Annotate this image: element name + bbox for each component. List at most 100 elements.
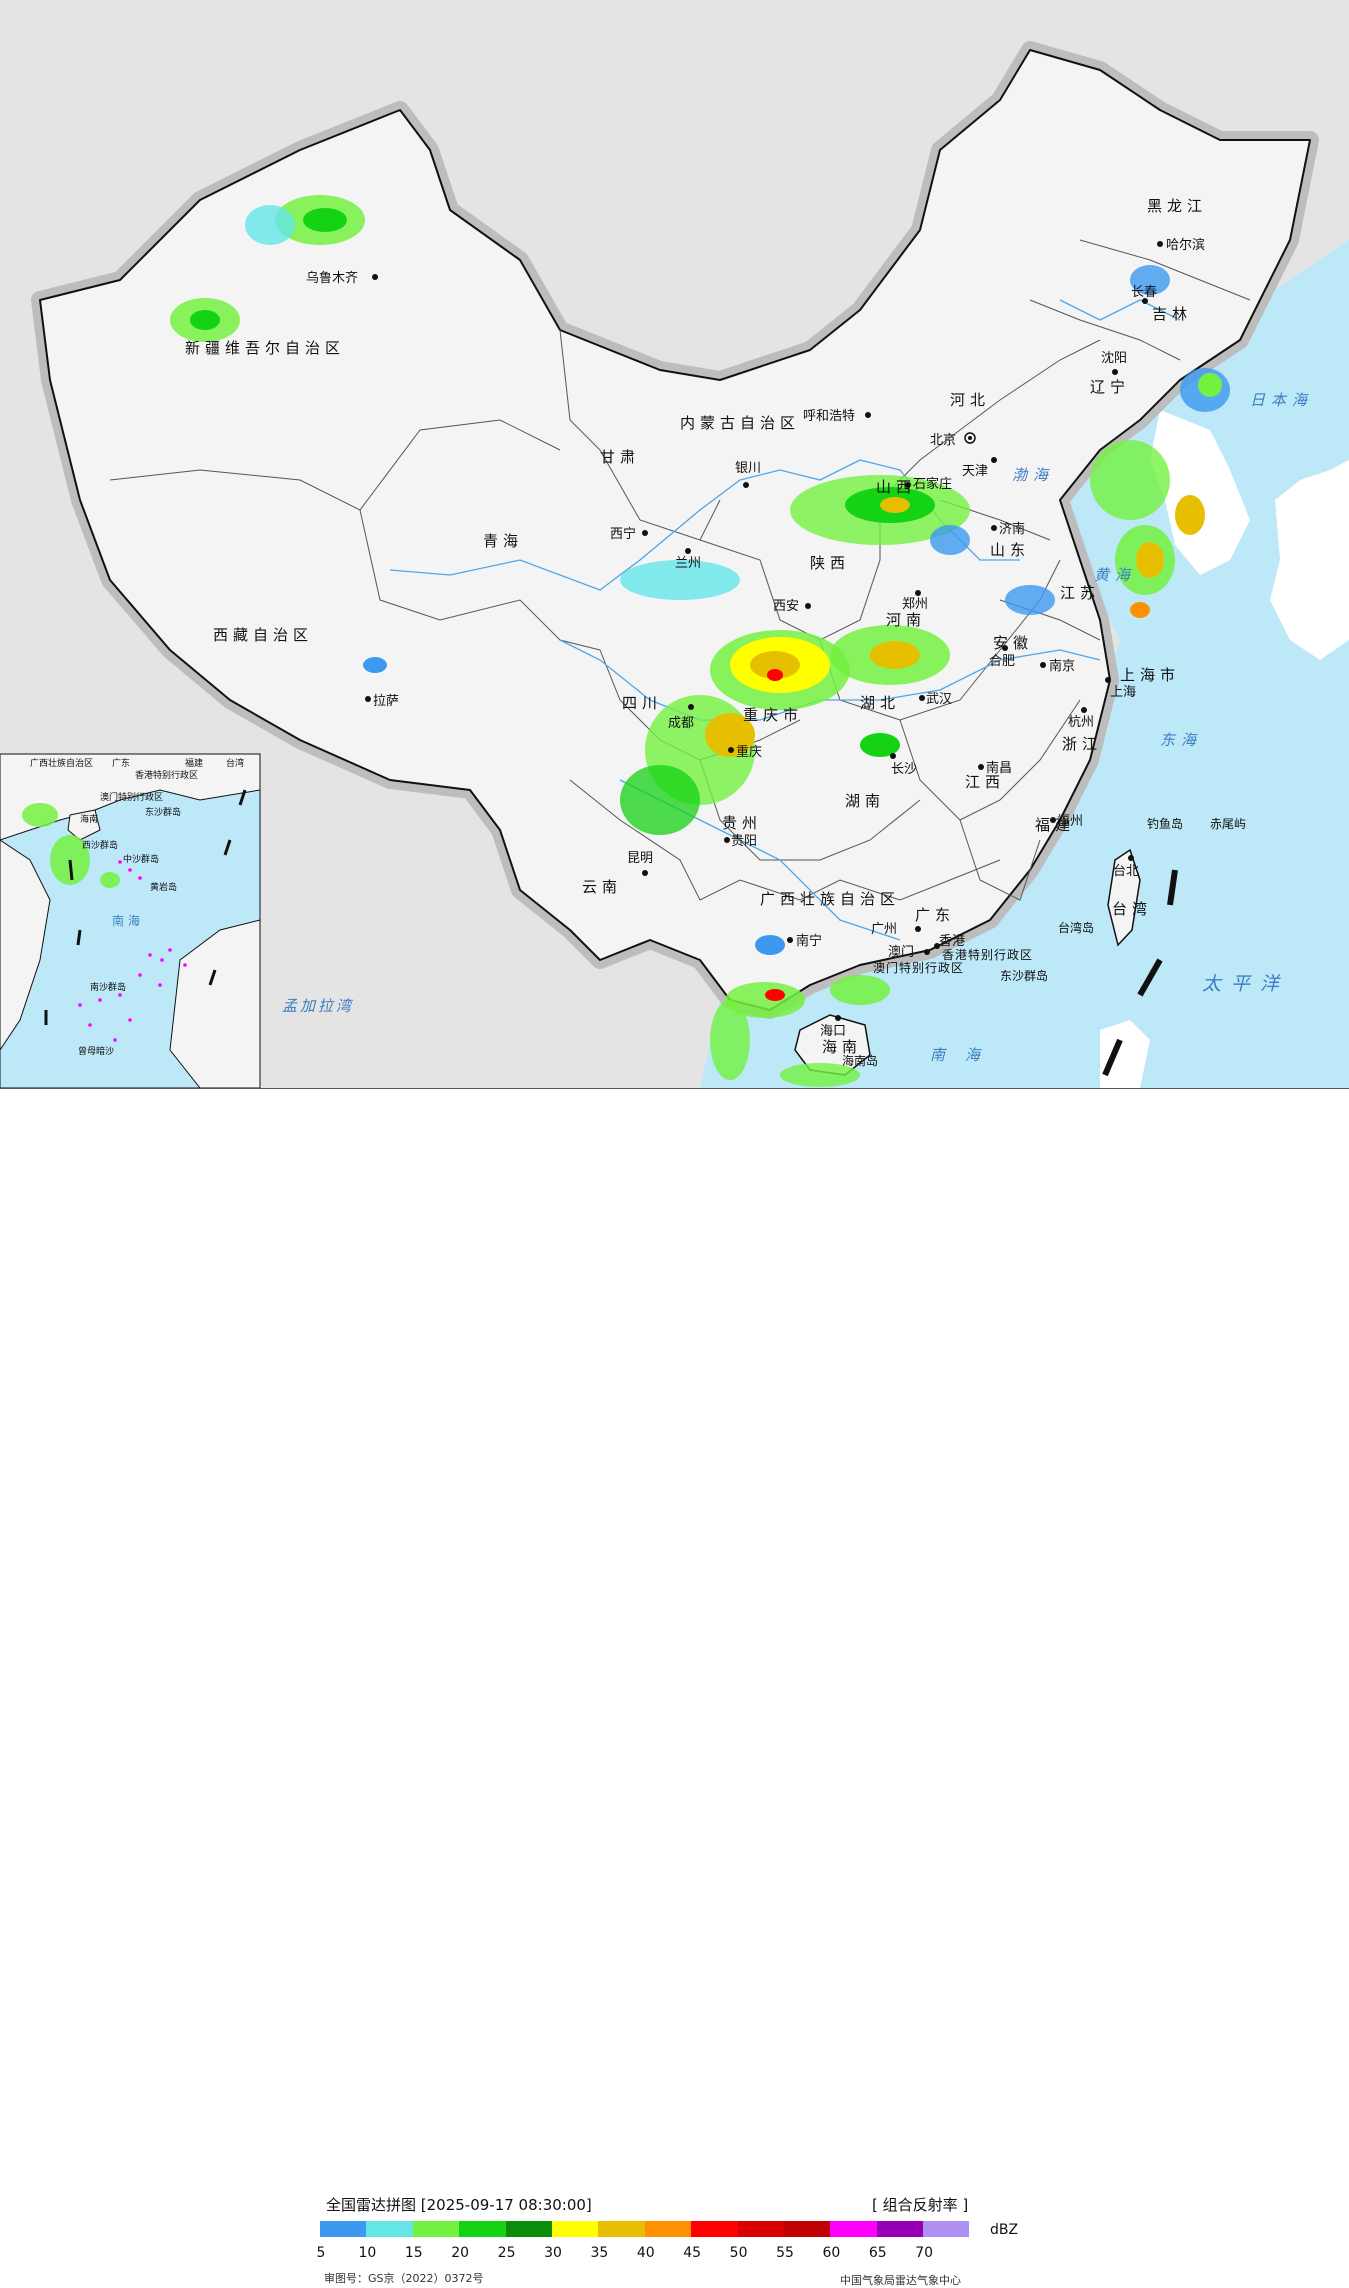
province-label: 湖北: [860, 694, 900, 712]
agency-name: 中国气象局雷达气象中心: [840, 2274, 961, 2287]
province-label: 辽宁: [1090, 378, 1130, 396]
japan-land: [1270, 460, 1349, 660]
city-label: 西宁: [610, 526, 636, 542]
legend-tick: 45: [683, 2245, 702, 2261]
province-label: 四川: [622, 694, 662, 712]
legend-tick: 20: [451, 2245, 470, 2261]
inset-label: 福建: [185, 757, 203, 769]
legend-swatch: [876, 2221, 924, 2237]
city-label: 济南: [999, 521, 1025, 537]
province-label: 西藏自治区: [213, 626, 313, 644]
province-boundaries: [109, 239, 1251, 901]
island-label: 东沙群岛: [1000, 968, 1048, 983]
radar-echoes: [170, 195, 1230, 1087]
province-label: 广东: [915, 906, 955, 924]
legend-tick: 65: [868, 2245, 887, 2261]
island-label: 海南岛: [842, 1053, 878, 1068]
province-label: 江苏: [1060, 584, 1100, 602]
color-scale-ticks: 5 10 15 20 25 30 35 40 45 50 55 60 65 70: [0, 2245, 1349, 2263]
legend-tick: 50: [729, 2245, 748, 2261]
city-label: 台北: [1113, 864, 1139, 879]
province-labels: 新疆维吾尔自治区 西藏自治区 青海 甘肃 内蒙古自治区 黑龙江 吉林 辽宁 河北…: [185, 197, 1207, 1056]
island-label: 台湾岛: [1058, 920, 1094, 935]
inset-label: 黄岩岛: [150, 881, 177, 893]
province-label: 贵州: [722, 814, 762, 832]
legend-swatch: [505, 2221, 552, 2237]
sea-label: 孟加拉湾: [282, 997, 354, 1015]
province-label: 新疆维吾尔自治区: [185, 339, 345, 357]
maritime-boundary: [1102, 869, 1178, 1077]
taiwan-land: [1107, 848, 1141, 947]
province-label: 湖南: [845, 792, 885, 810]
province-label: 山西: [876, 478, 916, 496]
legend-tick: 70: [915, 2245, 934, 2261]
legend-tick: 30: [544, 2245, 562, 2261]
province-label: 安徽: [993, 634, 1033, 652]
legend-swatch: [459, 2221, 506, 2237]
korea-land: [1150, 410, 1250, 575]
legend-tick: 60: [822, 2245, 841, 2261]
city-label: 拉萨: [373, 694, 399, 709]
legend-swatch: [923, 2221, 970, 2237]
city-label: 海口: [820, 1024, 846, 1039]
approval-number: 审图号：GS京（2022）0372号: [324, 2272, 484, 2285]
legend-swatch: [830, 2221, 877, 2237]
city-label: 沈阳: [1101, 351, 1127, 366]
luzon-land: [1100, 1020, 1150, 1088]
inset-label: 南海: [112, 913, 144, 928]
city-label: 北京: [930, 433, 956, 448]
legend-swatch: [598, 2221, 645, 2237]
legend-swatch: [644, 2221, 692, 2237]
inset-label: 澳门特别行政区: [100, 791, 163, 803]
inset-label: 中沙群岛: [123, 853, 159, 865]
city-label: 杭州: [1068, 715, 1094, 730]
legend-swatch: [366, 2221, 413, 2237]
inset-label: 广东: [112, 757, 130, 769]
city-label: 重庆: [736, 744, 762, 760]
sea-label: 黄海: [1094, 566, 1136, 584]
map-title: 全国雷达拼图 [2025-09-17 08:30:00]: [326, 2196, 592, 2214]
province-label: 云南: [582, 878, 622, 896]
city-label: 乌鲁木齐: [306, 270, 358, 286]
city-label: 昆明: [627, 851, 653, 866]
city-label: 呼和浩特: [803, 409, 855, 424]
sea-label: 南海: [930, 1046, 1000, 1064]
city-label: 武汉: [926, 692, 952, 707]
province-label: 黑龙江: [1147, 197, 1207, 215]
south-china-sea-inset: 广西壮族自治区 广东 福建 台湾 香港特别行政区 澳门特别行政区 东沙群岛 海南…: [0, 753, 261, 1088]
product-type: [ 组合反射率 ]: [872, 2196, 969, 2214]
island-label: 赤尾屿: [1210, 817, 1246, 831]
legend-tick: 15: [404, 2245, 423, 2261]
legend-swatch: [551, 2221, 599, 2237]
inset-label: 台湾: [226, 757, 244, 769]
island-label: 钓鱼岛: [1147, 816, 1183, 831]
province-label: 福建: [1035, 816, 1075, 834]
legend-swatch: [737, 2221, 784, 2237]
province-label: 香港特别行政区: [942, 947, 1033, 962]
sea-label: 太平洋: [1202, 973, 1289, 995]
city-label: 广州: [871, 922, 897, 937]
city-label: 贵阳: [731, 834, 757, 849]
province-label: 广西壮族自治区: [760, 890, 900, 908]
province-label: 上海市: [1120, 666, 1180, 684]
province-label: 甘肃: [600, 448, 640, 466]
city-label: 天津: [962, 464, 988, 479]
province-label: 澳门特别行政区: [873, 960, 964, 975]
province-label: 重庆市: [743, 706, 803, 724]
inset-label: 南沙群岛: [90, 981, 126, 993]
city-label: 长春: [1131, 285, 1157, 300]
inset-label: 广西壮族自治区: [30, 757, 93, 769]
city-label: 长沙: [891, 762, 917, 777]
inset-label: 西沙群岛: [82, 839, 118, 851]
province-label: 陕西: [810, 554, 850, 572]
legend-tick: 55: [776, 2245, 794, 2261]
city-label: 南宁: [796, 933, 822, 949]
legend-swatch: [412, 2221, 460, 2237]
legend-tick: 35: [590, 2245, 609, 2261]
city-label: 澳门: [888, 944, 914, 960]
province-label: 河南: [886, 611, 926, 629]
radar-map[interactable]: 新疆维吾尔自治区 西藏自治区 青海 甘肃 内蒙古自治区 黑龙江 吉林 辽宁 河北…: [0, 0, 1349, 1088]
legend-footer: 全国雷达拼图 [2025-09-17 08:30:00] [ 组合反射率 ] d…: [0, 1088, 1349, 2287]
inset-label: 海南: [80, 813, 98, 825]
province-label: 吉林: [1152, 305, 1192, 323]
